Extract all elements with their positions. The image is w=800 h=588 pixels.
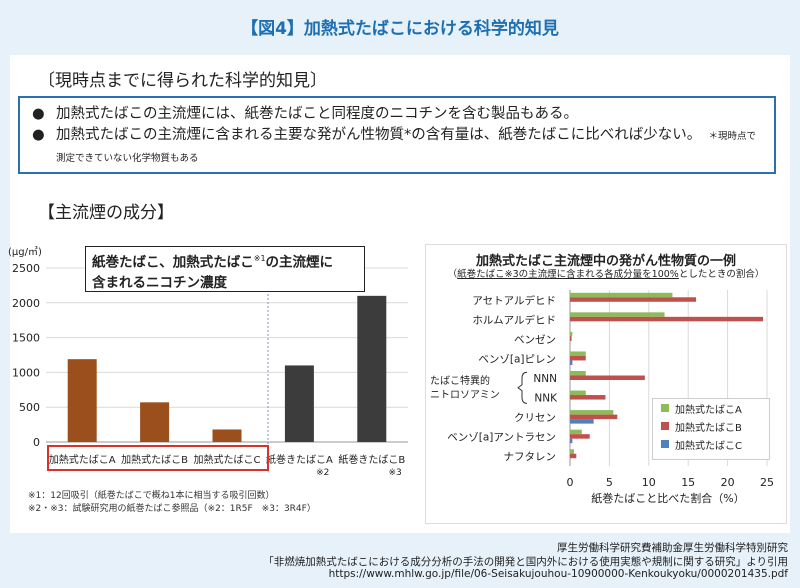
carcinogen-bar — [570, 449, 574, 454]
legend-label-c: 加熱式たばこC — [675, 440, 742, 452]
carcinogen-bar — [570, 316, 764, 322]
carcinogen-xtick-label: 0 — [567, 476, 574, 489]
nicotine-category-label: 紙巻きたばこB — [338, 453, 405, 466]
nicotine-ytick-label: 500 — [19, 401, 40, 414]
legend-item-c: 加熱式たばこC — [653, 435, 769, 453]
carcinogen-bar — [570, 360, 573, 365]
carcinogen-xtick-label: 10 — [642, 476, 656, 489]
nicotine-category-note: ※2 — [316, 468, 329, 478]
nicotine-ytick-label: 2000 — [12, 297, 40, 310]
carcinogen-bar — [570, 438, 573, 444]
citation-line-2: 「非燃焼加熱式たばこにおける成分分析の手法の開発と国内外における使用実態や規制に… — [263, 556, 788, 568]
nicotine-category-label: 加熱式たばこA — [49, 453, 116, 466]
carcinogen-xtick-label: 15 — [681, 476, 695, 489]
nicotine-title-sup: ※1 — [253, 254, 266, 263]
carcinogen-category-label: アセトアルデヒド — [472, 294, 556, 307]
citation-line-1: 厚生労働科学研究費補助金厚生労働科学特別研究 — [557, 542, 788, 554]
carcinogen-chart-subtitle: （紙巻たばこ※3の主流煙に含まれる各成分量を100%としたときの割合） — [425, 266, 787, 280]
nitrosamine-brace-icon — [517, 371, 528, 404]
nicotine-ytick-label: 0 — [33, 436, 40, 449]
nicotine-category-label: 加熱式たばこC — [194, 453, 261, 466]
subtitle-pre: （ — [447, 269, 458, 280]
section2-heading: 【主流煙の成分】 — [38, 203, 174, 223]
left-footnote-1: ※1：12回吸引（紙巻たばこで概ね1本に相当する吸引回数） — [28, 491, 275, 501]
carcinogen-bar — [570, 453, 577, 459]
brace-label-1: たばこ特異的 — [430, 376, 490, 387]
carcinogen-xtick-label: 5 — [606, 476, 613, 489]
findings-box: ● 加熱式たばこの主流煙には、紙巻たばこと同程度のニコチンを含む製品もある。 ●… — [18, 96, 776, 174]
carcinogen-x-axis-label: 紙巻たばこと比べた割合（%） — [591, 491, 744, 505]
nicotine-y-unit: (μg/㎥) — [8, 245, 42, 258]
section1-heading: 〔現時点までに得られた科学的知見〕 — [38, 71, 327, 91]
nicotine-category-label: 加熱式たばこB — [121, 453, 188, 466]
carcinogen-bar — [570, 355, 586, 361]
carcinogen-bar — [570, 312, 665, 317]
nicotine-category-note: ※3 — [389, 468, 402, 478]
left-footnote-2: ※2・※3：試験研究用の紙巻たばこ参照品（※2：1R5F ※3：3R4F） — [28, 504, 316, 514]
carcinogen-xtick-label: 25 — [760, 476, 774, 489]
bullet-2-note: ＊現時点で測定できていない化学物質もある — [56, 131, 757, 164]
carcinogen-bar — [570, 414, 618, 420]
nicotine-bar — [140, 402, 170, 442]
carcinogen-bar — [570, 331, 573, 337]
bullet-2-text: 加熱式たばこの主流煙に含まれる主要な発がん性物質*の含有量は、紙巻たばこに比べれ… — [56, 127, 694, 143]
carcinogen-xtick-label: 20 — [721, 476, 735, 489]
carcinogen-category-label: クリセン — [514, 412, 556, 424]
nicotine-category-label: 紙巻きたばこA — [266, 453, 333, 466]
nicotine-ytick-label: 2500 — [12, 262, 40, 275]
figure-title: 【図4】加熱式たばこにおける科学的知見 — [241, 19, 559, 39]
carcinogen-bar — [570, 375, 645, 380]
brace-label-2: ニトロソアミン — [430, 390, 500, 401]
carcinogen-bar — [570, 395, 606, 400]
nicotine-bar — [212, 429, 242, 442]
citation-url[interactable]: https://www.mhlw.go.jp/file/06-Seisakujo… — [328, 568, 788, 580]
subtitle-underlined: 紙巻たばこ※3の主流煙に含まれる各成分量を100% — [457, 269, 679, 280]
bullet-2: ● 加熱式たばこの主流煙に含まれる主要な発がん性物質*の含有量は、紙巻たばこに比… — [32, 125, 764, 169]
carcinogen-bar — [570, 410, 614, 415]
carcinogen-category-label: ベンゾ[a]ピレン — [478, 353, 556, 365]
nicotine-title-line1: 紙巻たばこ、加熱式たばこ — [92, 254, 254, 271]
carcinogen-bar — [570, 351, 586, 356]
carcinogen-category-label: ベンゾ[a]アントラセン — [447, 432, 556, 444]
bullet-dot-icon: ● — [32, 106, 45, 122]
nicotine-title-line2: 含まれるニコチン濃度 — [92, 274, 227, 291]
legend-label-a: 加熱式たばこA — [675, 404, 742, 416]
legend-item-a: 加熱式たばこA — [653, 399, 769, 417]
carcinogen-bar — [570, 429, 582, 435]
carcinogen-bar — [570, 371, 586, 376]
bullet-1-text: 加熱式たばこの主流煙には、紙巻たばこと同程度のニコチンを含む製品もある。 — [56, 106, 578, 122]
nicotine-ytick-label: 1500 — [12, 332, 40, 345]
nicotine-ytick-label: 1000 — [12, 366, 40, 379]
nicotine-title-line1b: の主流煙に — [265, 254, 334, 271]
carcinogen-chart-title: 加熱式たばこ主流煙中の発がん性物質の一例 — [475, 254, 736, 269]
bullet-2-body: 加熱式たばこの主流煙に含まれる主要な発がん性物質*の含有量は、紙巻たばこに比べれ… — [56, 125, 764, 169]
nicotine-bar — [67, 359, 97, 442]
bullet-1: ● 加熱式たばこの主流煙には、紙巻たばこと同程度のニコチンを含む製品もある。 — [32, 104, 764, 125]
carcinogen-category-label: NNN — [533, 373, 557, 385]
legend-swatch-c — [661, 440, 669, 448]
carcinogen-chart-panel — [425, 244, 787, 524]
legend-item-b: 加熱式たばこB — [653, 417, 769, 435]
carcinogen-category-label: ホルムアルデヒド — [472, 313, 556, 326]
carcinogen-legend: 加熱式たばこA 加熱式たばこB 加熱式たばこC — [652, 398, 770, 460]
carcinogen-category-label: ナフタレン — [504, 451, 557, 463]
legend-swatch-b — [661, 422, 669, 430]
carcinogen-bar — [570, 336, 572, 341]
nicotine-bar — [284, 365, 314, 442]
carcinogen-bar — [570, 434, 590, 439]
carcinogen-bar — [570, 297, 697, 302]
carcinogen-bar — [570, 292, 673, 298]
nicotine-bar — [357, 295, 387, 442]
heated-tobacco-highlight — [47, 445, 269, 471]
carcinogen-category-label: ベンゼン — [514, 334, 556, 346]
carcinogen-bar — [570, 390, 586, 396]
carcinogen-bar — [570, 419, 594, 424]
bullet-dot-icon: ● — [32, 127, 45, 143]
legend-label-b: 加熱式たばこB — [675, 422, 742, 434]
subtitle-post: としたときの割合） — [678, 269, 765, 280]
legend-swatch-a — [661, 404, 669, 412]
nicotine-chart-title: 紙巻たばこ、加熱式たばこ※1の主流煙に含まれるニコチン濃度 — [85, 246, 365, 292]
carcinogen-category-label: NNK — [534, 393, 558, 405]
